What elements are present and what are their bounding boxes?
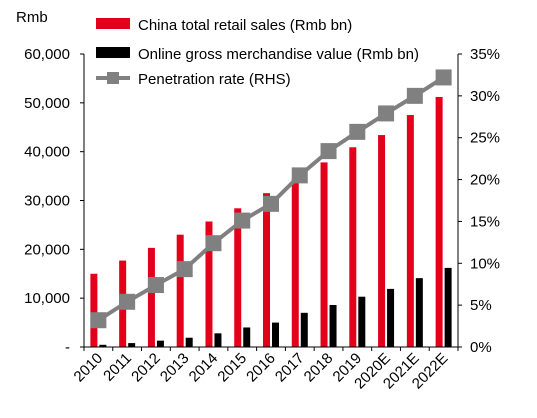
bar-retail-sales-2019 bbox=[349, 147, 357, 347]
x-tick-label: 2017 bbox=[272, 350, 308, 386]
bar-retail-sales-2022E bbox=[435, 96, 443, 348]
bar-retail-sales-2012 bbox=[147, 247, 155, 347]
x-tick-label: 2015 bbox=[214, 350, 250, 386]
penetration-rate-marker-2019 bbox=[349, 123, 366, 140]
y-left-tick-label: 10,000 bbox=[24, 290, 70, 307]
bar-online-gmv-2017 bbox=[300, 312, 308, 347]
y-right-tick-label: 5% bbox=[470, 297, 492, 314]
penetration-rate-marker-2011 bbox=[119, 293, 136, 310]
y-right-tick-label: 30% bbox=[470, 88, 500, 105]
legend-label-1: Online gross merchandise value (Rmb bn) bbox=[138, 46, 419, 63]
y-left-tick-label: 50,000 bbox=[24, 95, 70, 112]
bar-retail-sales-2010 bbox=[90, 273, 98, 347]
bar-online-gmv-2021E bbox=[415, 278, 423, 347]
bar-online-gmv-2013 bbox=[185, 337, 193, 347]
legend-swatch-1 bbox=[96, 47, 130, 58]
bar-retail-sales-2014 bbox=[205, 221, 213, 347]
y-left-tick-label: 40,000 bbox=[24, 144, 70, 161]
y-left-tick-label: - bbox=[65, 339, 70, 356]
penetration-rate-marker-2021E bbox=[406, 87, 423, 104]
y-right-tick-label: 0% bbox=[470, 339, 492, 356]
penetration-rate-marker-2012 bbox=[147, 277, 164, 294]
y-left-tick-label: 20,000 bbox=[24, 241, 70, 258]
penetration-rate-marker-2020E bbox=[378, 105, 395, 122]
bar-retail-sales-2018 bbox=[320, 162, 328, 347]
legend-label-0: China total retail sales (Rmb bn) bbox=[138, 17, 352, 34]
penetration-rate-marker-2010 bbox=[90, 312, 107, 329]
bar-retail-sales-2021E bbox=[406, 115, 414, 348]
x-tick-label: 2010 bbox=[71, 350, 107, 386]
bar-retail-sales-2020E bbox=[378, 135, 386, 347]
x-tick-label: 2016 bbox=[243, 350, 279, 386]
penetration-rate-marker-2015 bbox=[234, 212, 251, 229]
bar-retail-sales-2015 bbox=[234, 208, 242, 347]
bar-online-gmv-2011 bbox=[128, 343, 136, 347]
bar-retail-sales-2016 bbox=[263, 193, 270, 347]
legend-label-2: Penetration rate (RHS) bbox=[138, 71, 291, 88]
penetration-rate-marker-2014 bbox=[205, 235, 222, 252]
bar-online-gmv-2010 bbox=[99, 344, 107, 347]
bar-online-gmv-2014 bbox=[214, 333, 222, 347]
bar-online-gmv-2022E bbox=[444, 267, 452, 347]
y-axis-left-title: Rmb bbox=[16, 9, 48, 26]
penetration-rate-marker-2017 bbox=[291, 167, 308, 184]
y-right-tick-label: 15% bbox=[470, 213, 500, 230]
bar-retail-sales-2017 bbox=[291, 178, 299, 347]
x-tick-label: 2018 bbox=[301, 350, 337, 386]
y-right-tick-label: 25% bbox=[470, 130, 500, 147]
y-left-tick-label: 60,000 bbox=[24, 46, 70, 63]
x-tick-label: 2012 bbox=[128, 350, 164, 386]
bar-online-gmv-2015 bbox=[243, 327, 251, 347]
bar-online-gmv-2020E bbox=[387, 288, 395, 347]
y-right-tick-label: 10% bbox=[470, 255, 500, 272]
penetration-rate-marker-2016 bbox=[263, 195, 279, 212]
bar-online-gmv-2012 bbox=[156, 340, 164, 347]
bar-online-gmv-2018 bbox=[329, 305, 337, 347]
bar-retail-sales-2013 bbox=[176, 234, 184, 347]
y-right-tick-label: 20% bbox=[470, 172, 500, 189]
legend-swatch-marker bbox=[107, 72, 119, 84]
x-tick-label: 2014 bbox=[186, 350, 222, 386]
y-right-tick-label: 35% bbox=[470, 46, 500, 63]
x-tick-label: 2011 bbox=[100, 350, 135, 385]
bar-online-gmv-2016 bbox=[272, 322, 279, 347]
penetration-rate-marker-2022E bbox=[435, 69, 452, 86]
legend-swatch-0 bbox=[96, 18, 130, 29]
x-tick-label: 2013 bbox=[157, 350, 193, 386]
penetration-rate-marker-2013 bbox=[176, 261, 193, 278]
penetration-rate-marker-2018 bbox=[320, 143, 337, 160]
y-left-tick-label: 30,000 bbox=[24, 193, 70, 210]
bar-online-gmv-2019 bbox=[358, 296, 366, 347]
